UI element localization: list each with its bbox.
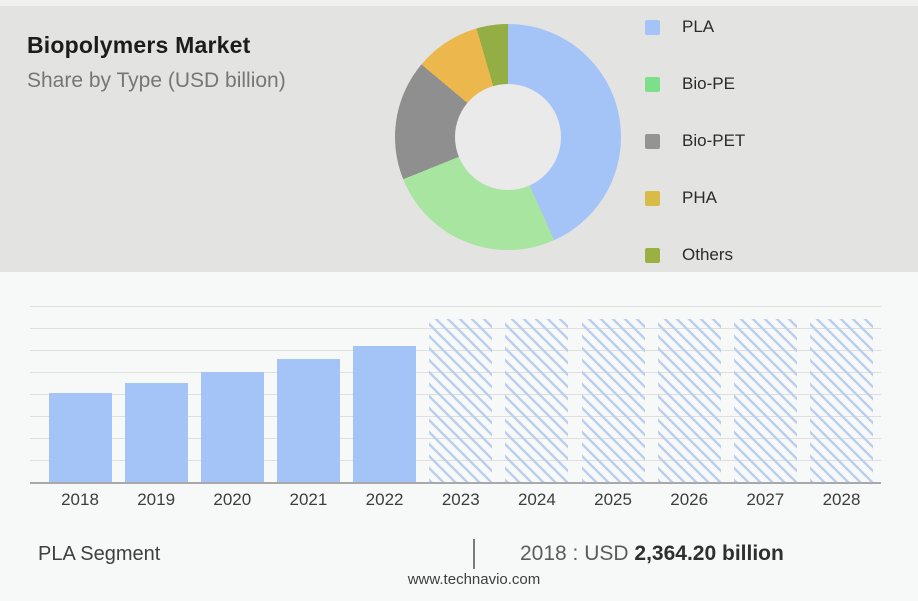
forecast-bar-2028 <box>810 319 873 482</box>
legend-item-bio-pe: Bio-PE <box>645 74 745 94</box>
legend-label-bio-pet: Bio-PET <box>682 131 746 150</box>
donut-legend: PLA Bio-PE Bio-PET PHA Others <box>645 17 745 302</box>
bar-chart-plot <box>30 306 881 484</box>
x-tick-2019: 2019 <box>137 490 176 509</box>
legend-label-pla: PLA <box>682 17 715 36</box>
x-tick-2021: 2021 <box>289 490 328 509</box>
x-tick-2023: 2023 <box>441 490 480 509</box>
x-tick-2022: 2022 <box>365 490 404 509</box>
x-tick-2018: 2018 <box>61 490 99 509</box>
legend-item-bio-pet: Bio-PET <box>645 131 745 151</box>
forecast-bar-2024 <box>505 319 569 482</box>
website-url: www.technavio.com <box>407 571 541 588</box>
donut-chart <box>395 24 621 250</box>
legend-swatch-bio-pe <box>645 76 660 92</box>
top-edge-strip <box>0 0 918 6</box>
forecast-bar-2027 <box>733 319 797 482</box>
x-tick-2027: 2027 <box>746 490 785 509</box>
x-tick-2024: 2024 <box>517 490 556 509</box>
x-tick-2020: 2020 <box>213 490 252 509</box>
page-subtitle: Share by Type (USD billion) <box>27 69 286 92</box>
forecast-bar-2023 <box>429 319 493 482</box>
header-panel: Biopolymers Market Share by Type (USD bi… <box>0 6 918 272</box>
legend-label-bio-pe: Bio-PE <box>682 74 735 93</box>
bar-2020 <box>200 372 264 482</box>
bar-2021 <box>276 359 340 482</box>
x-tick-2026: 2026 <box>670 490 709 509</box>
x-tick-2025: 2025 <box>594 490 632 509</box>
forecast-bar-2026 <box>657 319 721 482</box>
legend-swatch-pha <box>645 190 660 206</box>
value-prefix: 2018 : USD <box>520 542 635 565</box>
legend-label-others: Others <box>682 245 734 264</box>
segment-label: PLA Segment <box>38 543 161 565</box>
legend-item-others: Others <box>645 245 745 265</box>
value-amount: 2,364.20 billion <box>634 542 784 565</box>
bar-2019 <box>124 383 188 482</box>
forecast-bar-2025 <box>581 319 645 482</box>
legend-label-pha: PHA <box>682 188 717 207</box>
legend-swatch-pla <box>645 19 660 35</box>
donut-hole <box>455 84 561 190</box>
legend-swatch-others <box>645 247 660 263</box>
bar-chart-x-axis: 2018 2019 2020 2021 2022 2023 2024 2025 2026 2027… <box>30 490 881 510</box>
value-callout: 2018 : USD 2,364.20 billion <box>520 542 784 566</box>
bar-2022 <box>353 346 417 482</box>
footer-separator <box>473 539 475 569</box>
legend-item-pha: PHA <box>645 188 745 208</box>
legend-swatch-bio-pet <box>645 133 660 149</box>
bar-2018 <box>48 393 112 482</box>
legend-item-pla: PLA <box>645 17 745 37</box>
page-title: Biopolymers Market <box>27 32 251 58</box>
x-tick-2028: 2028 <box>822 490 861 509</box>
